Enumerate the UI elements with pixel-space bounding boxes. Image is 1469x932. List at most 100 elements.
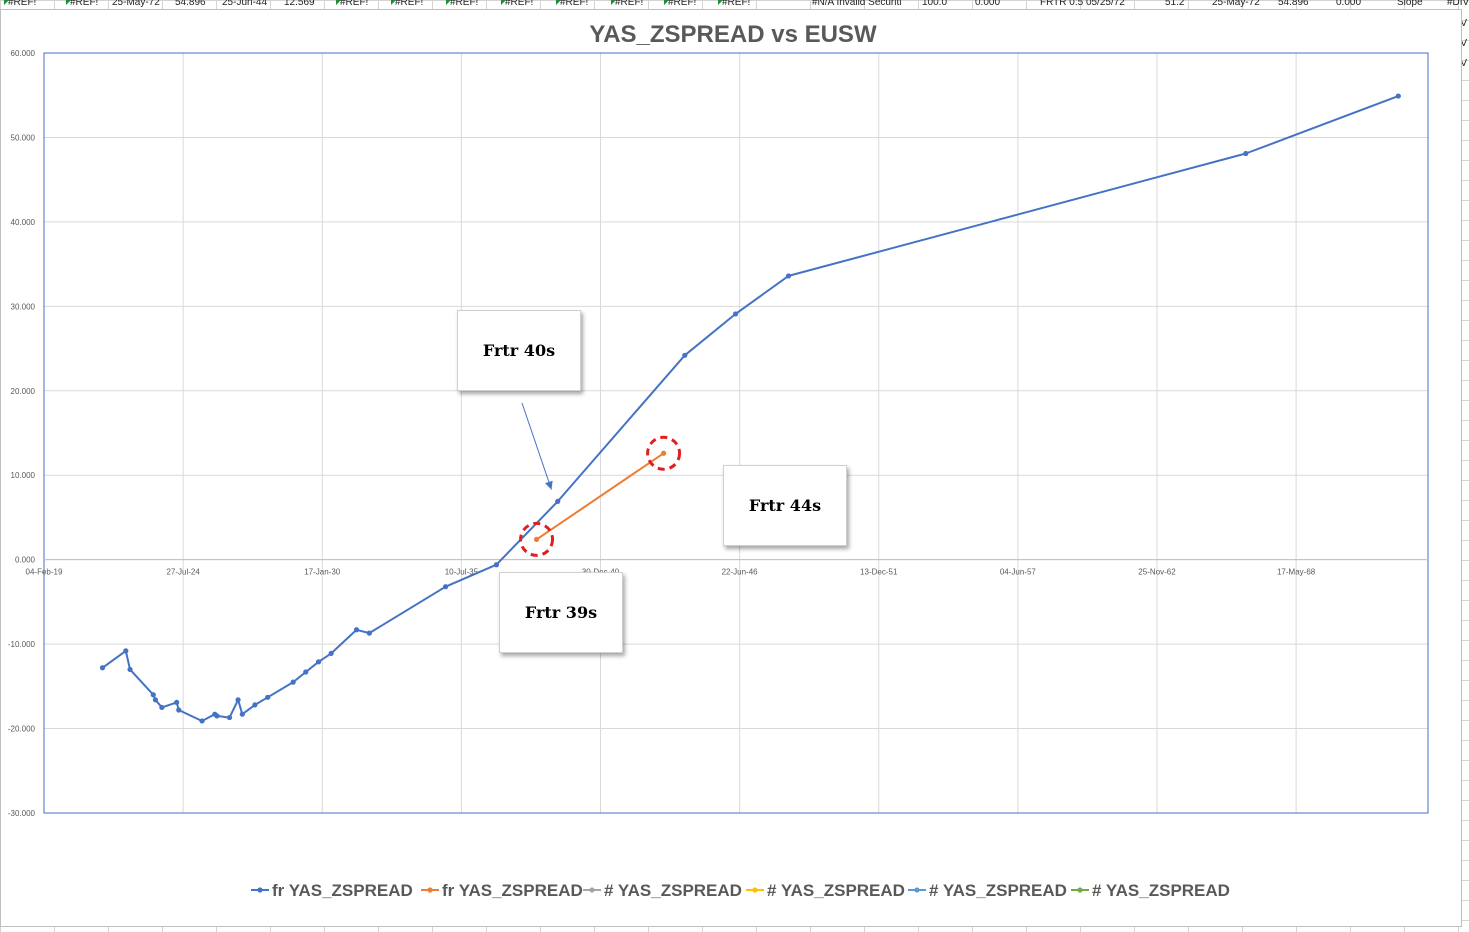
sheet-cell: #REF!: [450, 0, 479, 8]
error-flag-icon: [664, 0, 669, 5]
data-point: [353, 627, 360, 633]
data-point: [732, 311, 739, 317]
gridlines: [43, 52, 1429, 814]
sheet-cell: V: [1460, 18, 1467, 29]
data-point: [99, 665, 106, 671]
error-flag-icon: [556, 0, 561, 5]
data-point: [290, 679, 296, 685]
chart-title: YAS_ZSPREAD vs EUSW: [589, 21, 877, 48]
legend-swatch-marker: [257, 887, 263, 893]
y-tick-label: 50.000: [11, 133, 36, 142]
spreadsheet-top-row: #REF! #REF! 25-May-72 54.896 25-Jun-44 12.569…: [0, 0, 1469, 9]
data-point: [150, 692, 156, 698]
error-flag-icon: [718, 0, 723, 5]
legend-label: # YAS_ZSPREAD: [929, 881, 1067, 900]
legend-label: fr YAS_ZSPREAD: [442, 881, 583, 900]
data-point: [366, 630, 372, 636]
sheet-cell: 25-May-72: [1212, 0, 1260, 8]
legend-swatch-marker: [589, 887, 595, 893]
plot-border: [43, 52, 1429, 814]
y-axis-tick-labels: 60.000 50.000 40.000 30.000 20.000 10.000 0.00…: [8, 49, 36, 818]
sheet-cell: 0.000: [1336, 0, 1362, 8]
data-point: [328, 650, 334, 657]
sheet-cell: #REF!: [8, 0, 37, 8]
data-point: [174, 699, 180, 705]
data-point: [239, 711, 245, 717]
sheet-cell: 54.896: [1278, 0, 1309, 8]
legend-label: # YAS_ZSPREAD: [604, 881, 742, 900]
y-tick-label: 0.000: [15, 556, 36, 565]
data-point: [1243, 150, 1249, 157]
y-tick-label: 30.000: [11, 302, 36, 311]
data-point: [252, 702, 258, 708]
data-point: [265, 694, 271, 700]
data-point: [555, 498, 561, 504]
y-tick-label: 20.000: [11, 387, 36, 396]
highlight-circle: [519, 521, 555, 557]
sheet-cell: #REF!: [560, 0, 589, 8]
callout-arrow: [521, 402, 552, 490]
sheet-cell: FRTR 0.5 05/25/72: [1040, 0, 1125, 8]
series-line: [101, 95, 1399, 722]
x-tick-label: 17-Jan-30: [304, 568, 341, 577]
sheet-cell: 25-Jun-44: [222, 0, 268, 8]
error-flag-icon: [4, 0, 9, 5]
y-tick-label: -10.000: [8, 640, 36, 649]
x-tick-label: 25-Nov-62: [1138, 568, 1176, 577]
sheet-cell: V: [1460, 38, 1467, 49]
callout-frtr-40s[interactable]: Frtr 40s: [457, 310, 581, 391]
highlight-circle: [646, 435, 682, 471]
series-layer: [99, 93, 1401, 724]
x-tick-label: 22-Jun-46: [722, 568, 759, 577]
legend-swatch-marker: [1077, 887, 1083, 893]
sheet-cell: #N/A Invalid Securiti: [812, 0, 902, 8]
annotation-layer: [519, 402, 682, 557]
legend-label: fr YAS_ZSPREAD: [272, 881, 413, 900]
y-tick-label: 60.000: [11, 49, 36, 58]
x-tick-label: 13-Dec-51: [860, 568, 898, 577]
x-tick-label: 17-May-68: [1277, 568, 1316, 577]
data-point: [159, 704, 165, 711]
data-point: [303, 669, 309, 675]
data-point: [214, 713, 220, 719]
error-flag-icon: [501, 0, 506, 5]
data-point: [199, 718, 205, 724]
sheet-cell: #REF!: [722, 0, 751, 8]
data-point: [315, 659, 322, 665]
chart-area[interactable]: YAS_ZSPREAD vs EUSW 60.000 50.000 40.000 30…: [0, 9, 1462, 927]
sheet-cell: Slope: [1397, 0, 1423, 8]
callout-frtr-39s[interactable]: Frtr 39s: [499, 572, 623, 653]
data-point: [176, 707, 182, 713]
y-tick-label: 40.000: [11, 218, 36, 227]
sheet-cell: #REF!: [668, 0, 697, 8]
sheet-cell: 25-May-72: [112, 0, 160, 8]
error-flag-icon: [336, 0, 341, 5]
sheet-cell: #DIV: [1447, 0, 1469, 8]
legend-swatch-marker: [752, 887, 758, 893]
error-flag-icon: [66, 0, 71, 5]
y-tick-label: -20.000: [8, 725, 36, 734]
x-tick-label: 04-Jun-57: [1000, 568, 1037, 577]
sheet-cell: #REF!: [505, 0, 534, 8]
data-point: [442, 584, 449, 590]
data-point: [226, 714, 233, 721]
sheet-cell: #REF!: [70, 0, 99, 8]
sheet-cell: #REF!: [395, 0, 424, 8]
series-line: [536, 452, 665, 541]
x-tick-label: 04-Feb-19: [26, 568, 63, 577]
data-point: [660, 450, 667, 456]
data-point: [152, 697, 159, 703]
data-point: [493, 562, 500, 568]
error-flag-icon: [446, 0, 451, 5]
sheet-cell: 100.0: [922, 0, 948, 8]
callout-frtr-44s[interactable]: Frtr 44s: [723, 465, 847, 546]
legend-swatch-marker: [914, 887, 920, 893]
x-axis-tick-labels: 04-Feb-1927-Jul-2417-Jan-3010-Jul-3530-D…: [26, 568, 1316, 577]
data-point: [123, 648, 129, 654]
legend-swatch-marker: [427, 887, 433, 893]
legend-label: # YAS_ZSPREAD: [767, 881, 905, 900]
legend: fr YAS_ZSPREAD fr YAS_ZSPREAD # YAS_ZSPREA…: [251, 881, 1230, 900]
data-point: [127, 666, 133, 673]
error-flag-icon: [611, 0, 616, 5]
sheet-cell: 54.896: [175, 0, 206, 8]
